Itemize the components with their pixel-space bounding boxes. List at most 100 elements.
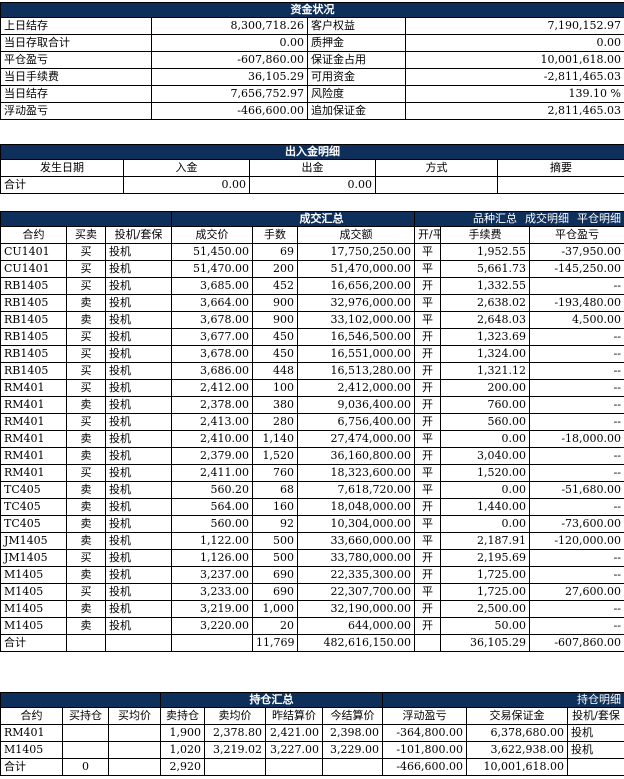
trade-row: TC405 卖投机 560.20 68 7,618,720.00 平 0.00 -51,680…: [0, 481, 624, 499]
funds-label: 当日结存: [0, 85, 152, 103]
trade-lots: 900: [252, 311, 299, 329]
trade-contract: M1405: [0, 617, 67, 635]
trade-side: 买: [66, 413, 106, 431]
trade-hedge-flag: 投机: [104, 243, 173, 261]
trade-lots: 160: [252, 498, 299, 516]
trade-price: 1,122.00: [171, 532, 254, 550]
inout-total-in: 0.00: [123, 176, 250, 194]
trade-amount: 18,323,600.00: [297, 464, 416, 482]
column-header: 发生日期: [0, 159, 124, 177]
trade-row: RB1405 卖投机 3,664.00 900 32,976,000.00 平 2,638.…: [0, 294, 624, 312]
link-trade-detail[interactable]: 成交明细: [525, 212, 570, 226]
trade-open-close: 开: [414, 362, 442, 380]
inout-total-method: [375, 176, 498, 194]
trade-fee: 2,195.69: [440, 549, 531, 567]
position-float-pnl: -101,800.00: [382, 741, 468, 759]
column-header: 投机/套保: [567, 707, 624, 725]
trade-open-close: 平: [414, 532, 442, 550]
trade-row: M1405 卖投机 3,219.00 1,000 32,190,000.00 开 2,500…: [0, 600, 624, 618]
trade-fee: 200.00: [440, 379, 531, 397]
trade-price: 2,378.00: [171, 396, 254, 414]
funds-label: 追加保证金: [307, 102, 406, 120]
trade-contract: RM401: [0, 430, 67, 448]
trade-row: RM401 卖投机 2,410.00 1,140 27,474,000.00 平 0.00-…: [0, 430, 624, 448]
position-margin: 6,378,680.00: [466, 724, 569, 742]
trade-lots: 448: [252, 362, 299, 380]
funds-value: 7,190,152.97: [405, 17, 624, 35]
trade-open-close: 开: [414, 498, 442, 516]
funds-table: 资金状况 上日结存 8,300,718.26 客户权益 7,190,152.97 当日存…: [0, 2, 624, 120]
trade-amount: 33,780,000.00: [297, 549, 416, 567]
trade-contract: RM401: [0, 447, 67, 465]
column-header: 平仓盈亏: [529, 226, 624, 244]
trade-amount: 9,036,400.00: [297, 396, 416, 414]
trade-hedge-flag: 投机: [104, 481, 173, 499]
trade-fee: 0.00: [440, 515, 531, 533]
trade-row: CU1401 买投机 51,450.00 69 17,750,250.00 平 1,952.…: [0, 243, 624, 261]
trade-side: 卖: [66, 532, 106, 550]
trade-price: 2,412.00: [171, 379, 254, 397]
trade-amount: 644,000.00: [297, 617, 416, 635]
trade-lots: 1,140: [252, 430, 299, 448]
trade-side: 卖: [66, 600, 106, 618]
trade-price: 2,411.00: [171, 464, 254, 482]
trade-close-pnl: --: [529, 566, 624, 584]
trades-total-fee: 36,105.29: [440, 634, 531, 652]
trade-fee: 3,040.00: [440, 447, 531, 465]
funds-label: 客户权益: [307, 17, 406, 35]
column-header: 卖均价: [204, 707, 267, 725]
trade-fee: 1,725.00: [440, 583, 531, 601]
trade-amount: 32,190,000.00: [297, 600, 416, 618]
trade-price: 51,450.00: [171, 243, 254, 261]
trade-row: RM401 买投机 2,411.00 760 18,323,600.00 平 1,520.0…: [0, 464, 624, 482]
trade-amount: 16,546,500.00: [297, 328, 416, 346]
positions-table: 持仓汇总 持仓明细 合约 买持仓 买均价 卖持仓 卖均价 昨结算价 今结算价 浮动盈亏 交易保证…: [0, 692, 624, 776]
trade-fee: 2,500.00: [440, 600, 531, 618]
funds-row: 上日结存 8,300,718.26 客户权益 7,190,152.97: [0, 17, 624, 35]
funds-row: 当日存取合计 0.00 质押金 0.00: [0, 34, 624, 52]
trade-price: 3,219.00: [171, 600, 254, 618]
trade-contract: M1405: [0, 583, 67, 601]
inout-column-headers: 发生日期 入金 出金 方式 摘要: [0, 159, 624, 177]
trade-open-close: 平: [414, 515, 442, 533]
trade-contract: RM401: [0, 396, 67, 414]
trade-contract: RM401: [0, 413, 67, 431]
trade-contract: TC405: [0, 481, 67, 499]
trade-contract: JM1405: [0, 532, 67, 550]
trade-row: TC405 卖投机 560.00 92 10,304,000.00 平 0.00 -73,60…: [0, 515, 624, 533]
trade-hedge-flag: 投机: [104, 379, 173, 397]
position-prev-settle: 3,227.00: [265, 741, 324, 759]
column-header: 昨结算价: [265, 707, 324, 725]
trade-close-pnl: --: [529, 549, 624, 567]
positions-total-margin: 10,001,618.00: [466, 758, 569, 776]
trade-lots: 690: [252, 583, 299, 601]
trade-open-close: 开: [414, 600, 442, 618]
trade-lots: 100: [252, 379, 299, 397]
trade-contract: RB1405: [0, 345, 67, 363]
trade-side: 卖: [66, 566, 106, 584]
link-variety-summary[interactable]: 品种汇总: [473, 212, 518, 226]
trade-open-close: 平: [414, 583, 442, 601]
trade-amount: 22,335,300.00: [297, 566, 416, 584]
link-position-detail[interactable]: 持仓明细: [577, 693, 622, 707]
funds-value: 7,656,752.97: [151, 85, 308, 103]
trade-open-close: 开: [414, 617, 442, 635]
link-close-detail[interactable]: 平仓明细: [577, 212, 622, 226]
trade-price: 3,220.00: [171, 617, 254, 635]
trade-side: 卖: [66, 294, 106, 312]
funds-label: 当日存取合计: [0, 34, 152, 52]
funds-label: 保证金占用: [307, 51, 406, 69]
trade-fee: 1,321.12: [440, 362, 531, 380]
trade-open-close: 开: [414, 379, 442, 397]
trade-row: RM401 买投机 2,412.00 100 2,412,000.00 开 200.00 --: [0, 379, 624, 397]
trade-row: M1405 卖投机 3,237.00 690 22,335,300.00 开 1,725.0…: [0, 566, 624, 584]
trade-fee: 1,952.55: [440, 243, 531, 261]
trade-open-close: 开: [414, 396, 442, 414]
trade-row: RB1405 卖投机 3,678.00 900 33,102,000.00 平 2,648.…: [0, 311, 624, 329]
funds-title: 资金状况: [0, 2, 624, 18]
trade-hedge-flag: 投机: [104, 566, 173, 584]
trade-side: 买: [66, 243, 106, 261]
trade-lots: 1,000: [252, 600, 299, 618]
trade-side: 买: [66, 464, 106, 482]
